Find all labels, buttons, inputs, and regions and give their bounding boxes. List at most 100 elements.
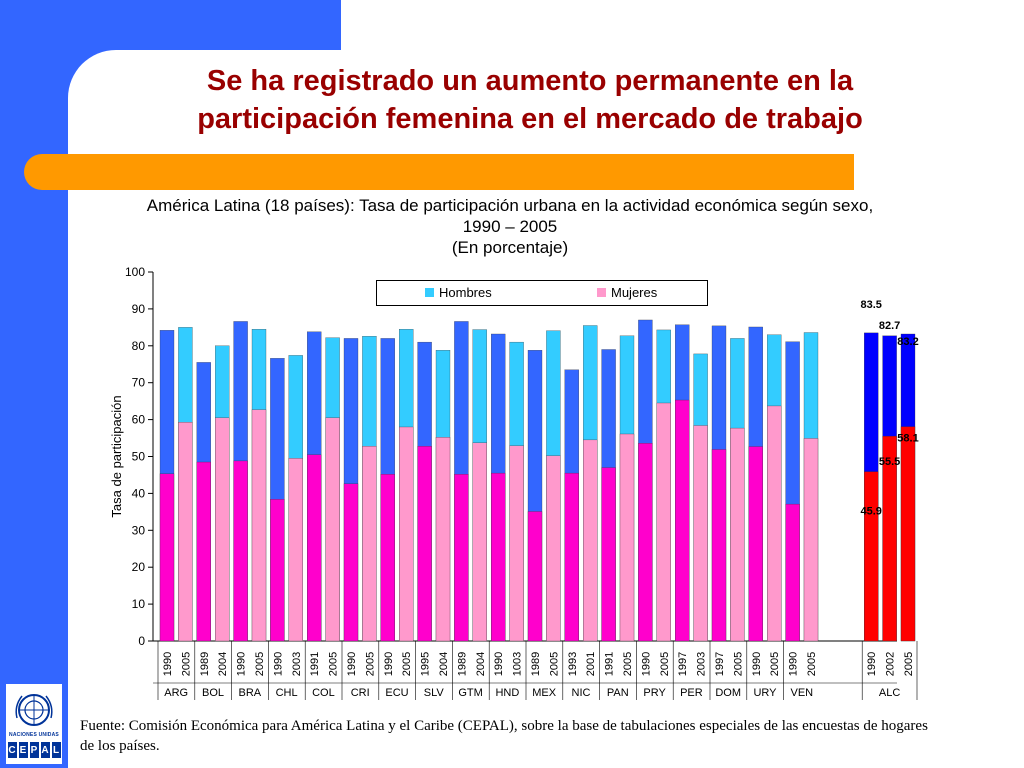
x-country-label: BRA bbox=[238, 687, 261, 699]
x-year-label: 2003 bbox=[696, 652, 708, 676]
y-tick-label: 0 bbox=[138, 634, 145, 648]
data-label-mujeres: 58.1 bbox=[897, 433, 918, 445]
x-year-label: 1989 bbox=[199, 652, 211, 676]
logo-letter: L bbox=[51, 742, 61, 758]
bar-mujeres bbox=[288, 458, 303, 642]
x-year-label: 2005 bbox=[180, 652, 192, 676]
x-year-label: 1990 bbox=[272, 652, 284, 676]
bar-mujeres bbox=[656, 402, 671, 642]
x-year-label: 1990 bbox=[866, 652, 878, 676]
data-label-mujeres: 55.5 bbox=[879, 456, 900, 468]
x-year-label: 1991 bbox=[604, 652, 616, 676]
x-country-label: VEN bbox=[790, 687, 813, 699]
y-tick-label: 100 bbox=[125, 265, 145, 279]
data-label-hombres: 82.7 bbox=[879, 320, 900, 332]
bar-mujeres bbox=[546, 455, 561, 642]
x-country-label: CRI bbox=[351, 687, 370, 699]
y-tick-label: 50 bbox=[132, 450, 146, 464]
x-year-label: 1997 bbox=[677, 652, 689, 676]
x-country-label: PER bbox=[680, 687, 703, 699]
x-country-label: NIC bbox=[572, 687, 591, 699]
subtitle-line-1: América Latina (18 países): Tasa de part… bbox=[146, 196, 874, 215]
x-year-label: 1997 bbox=[714, 652, 726, 676]
x-year-label: 1993 bbox=[567, 652, 579, 676]
y-tick-label: 10 bbox=[132, 597, 146, 611]
y-tick-label: 70 bbox=[132, 376, 146, 390]
x-country-label: GTM bbox=[458, 687, 482, 699]
x-year-label: 1003 bbox=[512, 652, 524, 676]
bar-mujeres bbox=[564, 472, 579, 642]
x-year-label: 1990 bbox=[493, 652, 505, 676]
x-year-label: 2003 bbox=[291, 652, 303, 676]
x-year-label: 2005 bbox=[622, 652, 634, 676]
bar-mujeres bbox=[748, 446, 763, 642]
x-country-label: ALC bbox=[879, 687, 900, 699]
left-blue-band bbox=[0, 0, 68, 768]
bar-mujeres bbox=[785, 503, 800, 642]
bar-mujeres bbox=[343, 483, 359, 642]
x-country-label: DOM bbox=[715, 687, 741, 699]
bar-mujeres bbox=[730, 427, 745, 642]
bar-mujeres bbox=[159, 473, 175, 642]
bar-mujeres bbox=[509, 445, 524, 642]
bar-mujeres bbox=[417, 446, 432, 642]
bar-mujeres bbox=[583, 439, 598, 642]
logo-letter: P bbox=[29, 742, 39, 758]
x-year-label: 1990 bbox=[788, 652, 800, 676]
bar-mujeres bbox=[362, 446, 377, 642]
bar-mujeres bbox=[675, 399, 690, 642]
bar-mujeres bbox=[270, 499, 285, 642]
un-emblem-icon bbox=[15, 694, 53, 726]
legend-label-mujeres: Mujeres bbox=[611, 285, 658, 300]
x-year-label: 1990 bbox=[383, 652, 395, 676]
x-year-label: 1989 bbox=[456, 652, 468, 676]
x-year-label: 1990 bbox=[751, 652, 763, 676]
x-year-label: 2005 bbox=[806, 652, 818, 676]
bar-mujeres bbox=[380, 474, 395, 642]
x-year-label: 2005 bbox=[769, 652, 781, 676]
x-year-label: 1989 bbox=[530, 652, 542, 676]
legend-swatch-hombres bbox=[425, 288, 434, 297]
legend-item-hombres: Hombres bbox=[425, 285, 492, 300]
x-country-label: URY bbox=[753, 687, 777, 699]
y-tick-label: 20 bbox=[132, 560, 146, 574]
x-country-label: COL bbox=[312, 687, 335, 699]
x-year-label: 1995 bbox=[420, 652, 432, 676]
bar-mujeres bbox=[900, 426, 916, 642]
corner-round bbox=[68, 50, 164, 146]
x-country-label: BOL bbox=[202, 687, 224, 699]
bar-mujeres bbox=[178, 422, 193, 642]
bar-mujeres bbox=[251, 409, 267, 642]
x-country-label: CHL bbox=[276, 687, 298, 699]
bar-mujeres bbox=[215, 417, 230, 642]
data-label-mujeres: 45.9 bbox=[860, 506, 881, 518]
x-year-label: 2005 bbox=[903, 652, 915, 676]
y-tick-label: 60 bbox=[132, 413, 146, 427]
x-year-label: 2005 bbox=[548, 652, 560, 676]
logo-letter: C bbox=[7, 742, 17, 758]
logo-un-text: NACIONES UNIDAS bbox=[9, 732, 59, 738]
top-blue-band bbox=[68, 0, 341, 50]
x-country-label: MEX bbox=[532, 687, 557, 699]
y-tick-label: 30 bbox=[132, 523, 146, 537]
chart-subtitle: América Latina (18 países): Tasa de part… bbox=[60, 195, 960, 258]
bar-mujeres bbox=[693, 425, 708, 642]
x-year-label: 2005 bbox=[364, 652, 376, 676]
data-label-hombres: 83.2 bbox=[897, 336, 918, 348]
legend-swatch-mujeres bbox=[597, 288, 606, 297]
bar-mujeres bbox=[435, 437, 451, 642]
x-country-label: PAN bbox=[607, 687, 629, 699]
x-country-label: ECU bbox=[385, 687, 408, 699]
y-axis-title: Tasa de participación bbox=[109, 395, 124, 517]
logo-letter: A bbox=[40, 742, 50, 758]
bar-mujeres bbox=[233, 460, 248, 642]
source-note: Fuente: Comisión Económica para América … bbox=[80, 716, 1024, 756]
x-year-label: 2005 bbox=[732, 652, 744, 676]
bar-mujeres bbox=[601, 467, 616, 642]
x-year-label: 1991 bbox=[309, 652, 321, 676]
source-line-2: de los países. bbox=[80, 738, 160, 754]
title-line-1: Se ha registrado un aumento permanente e… bbox=[206, 65, 854, 97]
source-line-1: Fuente: Comisión Económica para América … bbox=[80, 718, 928, 734]
x-year-label: 2005 bbox=[254, 652, 266, 676]
